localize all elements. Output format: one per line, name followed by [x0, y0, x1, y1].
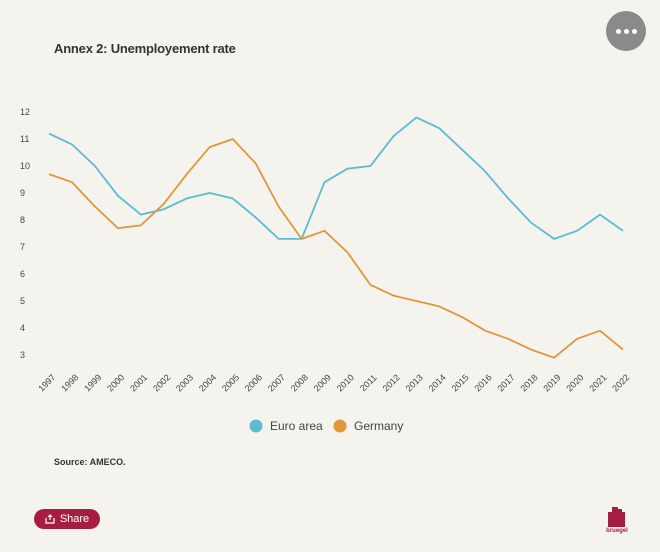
plot-area: [48, 116, 624, 359]
legend-marker: [333, 419, 347, 433]
x-tick-label: 2011: [358, 372, 379, 393]
y-tick-label: 12: [20, 107, 30, 117]
legend-label: Euro area: [270, 419, 323, 433]
y-tick-label: 7: [20, 242, 25, 252]
x-tick-label: 2007: [266, 372, 287, 393]
page-title: Annex 2: Unemployement rate: [54, 41, 236, 56]
y-tick-label: 6: [20, 269, 25, 279]
x-tick-label: 2018: [518, 372, 539, 393]
x-tick-label: 2015: [450, 372, 471, 393]
x-tick-label: 2014: [427, 372, 448, 393]
x-tick-label: 2019: [541, 372, 562, 393]
x-tick-label: 2004: [197, 372, 218, 393]
x-tick-label: 1998: [59, 372, 80, 393]
y-tick-label: 4: [20, 323, 25, 333]
bruegel-logo: bruegel: [604, 503, 630, 537]
y-tick-label: 9: [20, 188, 25, 198]
x-axis: 1997 1998 1999 2000 2001 2002 2003 2004 2005 2006…: [36, 372, 631, 393]
y-tick-label: 10: [20, 161, 30, 171]
y-tick-label: 5: [20, 296, 25, 306]
share-label: Share: [59, 513, 90, 525]
x-tick-label: 2009: [312, 372, 333, 393]
x-tick-label: 2003: [174, 372, 195, 393]
share-icon: [45, 514, 55, 524]
share-button[interactable]: Share: [34, 509, 100, 529]
x-tick-label: 2010: [335, 372, 356, 393]
x-tick-label: 2022: [610, 372, 631, 393]
x-tick-label: 2016: [473, 372, 494, 393]
y-tick-label: 11: [20, 134, 29, 144]
x-tick-label: 1997: [36, 372, 57, 393]
x-tick-label: 2001: [128, 372, 149, 393]
series-line-1: [48, 138, 624, 359]
legend: Euro area Germany: [249, 419, 403, 433]
x-tick-label: 2020: [564, 372, 585, 393]
y-tick-label: 3: [20, 350, 25, 360]
x-tick-label: 2013: [404, 372, 425, 393]
x-tick-label: 2005: [220, 372, 241, 393]
x-tick-label: 2002: [151, 372, 172, 393]
y-tick-label: 8: [20, 215, 25, 225]
x-tick-label: 2017: [495, 372, 516, 393]
x-tick-label: 2021: [587, 372, 608, 393]
source-note: Source: AMECO.: [54, 457, 126, 467]
more-options-button[interactable]: [606, 11, 646, 51]
y-axis: 3 4 5 6 7 8 9 10 11 12: [20, 107, 30, 360]
x-tick-label: 2000: [105, 372, 126, 393]
legend-label: Germany: [354, 419, 403, 433]
x-tick-label: 2006: [243, 372, 264, 393]
x-tick-label: 2008: [289, 372, 310, 393]
series-line-0: [48, 116, 624, 240]
more-horizontal-icon: [614, 28, 638, 34]
legend-marker: [249, 419, 263, 433]
x-tick-label: 2012: [381, 372, 402, 393]
x-tick-label: 1999: [82, 372, 103, 393]
